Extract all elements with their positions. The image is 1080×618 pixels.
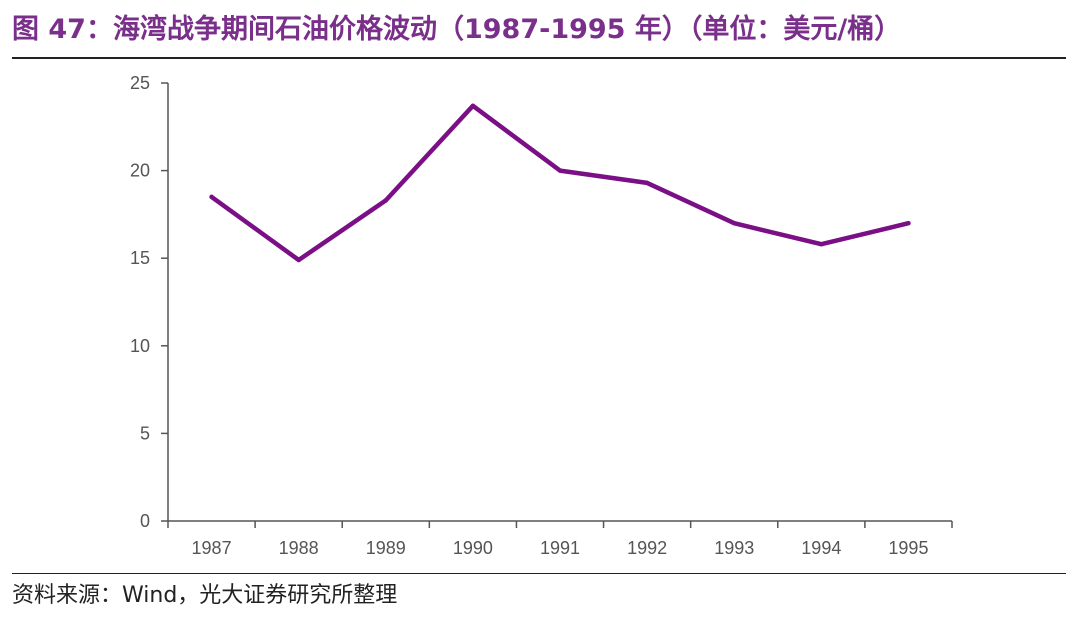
y-tick-label: 20 — [130, 161, 150, 181]
x-tick-label: 1995 — [888, 538, 928, 558]
source-note: 资料来源：Wind，光大证券研究所整理 — [12, 583, 398, 608]
y-tick-label: 0 — [140, 511, 150, 531]
y-tick-label: 5 — [140, 423, 150, 443]
x-tick-label: 1988 — [279, 538, 319, 558]
x-axis-ticks: 1987 1988 1989 1990 1991 1992 1993 1994 1995 — [167, 521, 953, 558]
y-axis-ticks: 0 5 10 15 20 25 — [130, 73, 168, 531]
top-divider — [12, 57, 1066, 59]
y-tick-label: 10 — [130, 336, 150, 356]
data-point — [906, 220, 911, 226]
x-tick-label: 1991 — [540, 538, 580, 558]
bottom-divider — [12, 573, 1066, 574]
figure-title: 图 47：海湾战争期间石油价格波动（1987-1995 年）（单位：美元/桶） — [12, 14, 902, 45]
x-tick-label: 1989 — [366, 538, 406, 558]
series-group — [209, 103, 911, 263]
data-point — [383, 198, 388, 203]
series-line — [209, 103, 911, 263]
data-point — [819, 241, 824, 247]
data-point — [557, 168, 563, 173]
x-tick-label: 1987 — [192, 538, 232, 558]
y-tick-label: 25 — [130, 73, 150, 93]
data-point — [644, 180, 650, 186]
y-tick-label: 15 — [130, 248, 150, 268]
data-point — [732, 220, 737, 226]
x-tick-label: 1993 — [714, 538, 754, 558]
data-point — [296, 257, 301, 263]
x-tick-label: 1990 — [453, 538, 493, 558]
data-point — [209, 194, 214, 200]
data-point — [470, 103, 476, 108]
x-tick-label: 1992 — [627, 538, 667, 558]
x-tick-label: 1994 — [801, 538, 841, 558]
chart-axes — [167, 83, 952, 522]
